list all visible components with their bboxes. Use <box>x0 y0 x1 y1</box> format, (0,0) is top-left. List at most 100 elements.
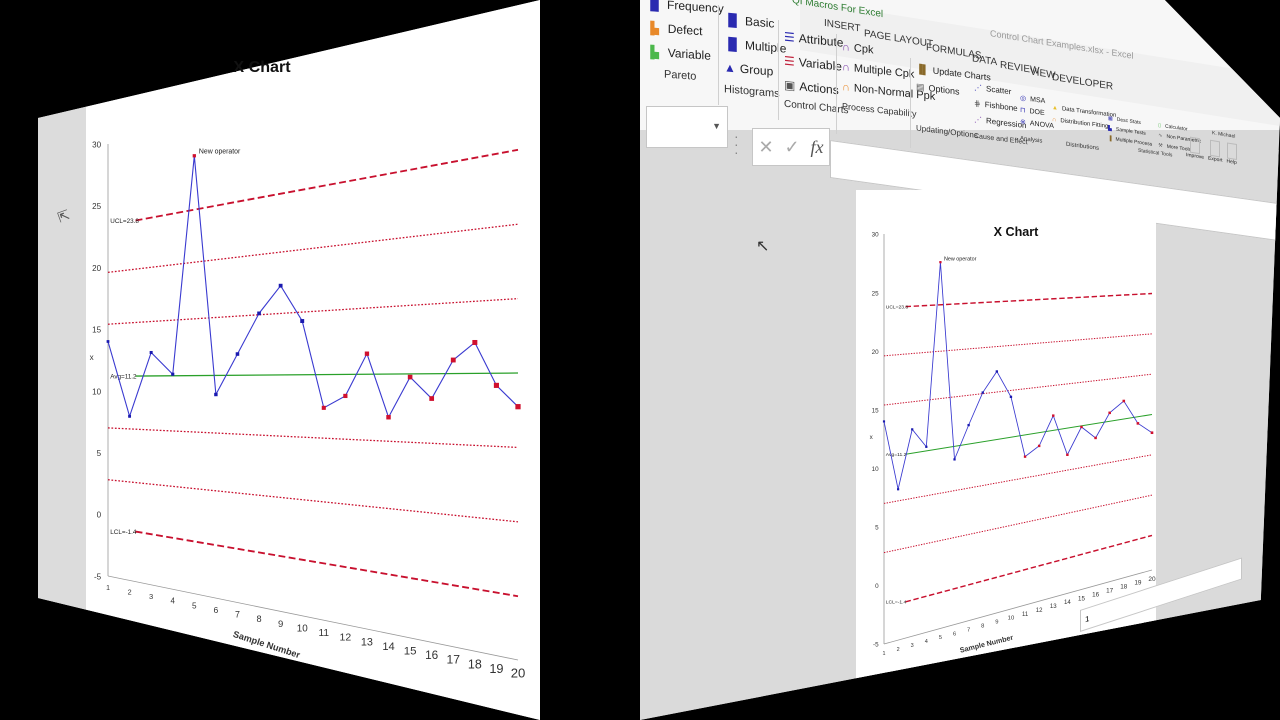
x-chart-right[interactable]: X Chart-5051015202530x123456789101112131… <box>856 200 1176 670</box>
data-point[interactable] <box>1037 444 1041 448</box>
non-parametric-icon: ∿ <box>1158 132 1163 140</box>
data-point[interactable] <box>386 415 391 420</box>
help-button[interactable]: Help <box>1227 142 1237 166</box>
control-line-label: UCL=23.8 <box>886 304 909 310</box>
data-point[interactable] <box>882 420 886 423</box>
defect-pareto-icon: ▐▖ <box>646 20 664 36</box>
data-point[interactable] <box>128 414 132 418</box>
data-point[interactable] <box>257 311 261 316</box>
control-line-label: Avg=11.2 <box>886 452 907 458</box>
basic-histogram-icon: ▐▌ <box>724 12 742 28</box>
x-tick-label: 4 <box>925 639 928 645</box>
y-tick-label: -5 <box>873 642 879 649</box>
group-divider <box>836 34 837 134</box>
more-tools-icon: ⚒ <box>1158 142 1163 150</box>
data-point[interactable] <box>911 428 914 431</box>
enter-icon[interactable]: ✓ <box>784 136 800 157</box>
insert-function-icon[interactable]: fx <box>810 136 824 157</box>
name-box[interactable]: ▼ <box>646 106 728 148</box>
user-name[interactable]: K. Michael <box>1212 130 1236 140</box>
x-tick-label: 16 <box>1092 591 1099 598</box>
fishbone-icon: ⋕ <box>974 98 981 109</box>
data-point[interactable] <box>278 283 283 288</box>
data-point[interactable] <box>1136 422 1140 425</box>
x-tick-label: 10 <box>297 623 308 634</box>
data-point[interactable] <box>1023 455 1027 458</box>
data-point[interactable] <box>192 154 196 158</box>
control-line-minus2sigma <box>883 494 1153 554</box>
y-tick-label: 25 <box>92 202 101 211</box>
data-point[interactable] <box>321 405 326 410</box>
export-icon <box>1210 139 1221 158</box>
control-line-label: LCL=-1.4 <box>886 600 907 606</box>
x-tick-label: 4 <box>171 597 176 606</box>
export-button[interactable]: Export <box>1208 139 1223 164</box>
control-line-plus2sigma <box>107 223 519 274</box>
data-point[interactable] <box>429 396 435 401</box>
data-point[interactable] <box>1150 431 1154 435</box>
data-point[interactable] <box>953 458 956 461</box>
data-point[interactable] <box>300 319 305 323</box>
data-point[interactable] <box>939 261 942 264</box>
data-point[interactable] <box>106 340 110 343</box>
x-tick-label: 8 <box>256 614 261 624</box>
regression-icon: ⋰ <box>974 114 982 125</box>
data-point[interactable] <box>1052 414 1055 417</box>
tab-developer[interactable]: DEVELOPER <box>1052 71 1114 93</box>
data-point[interactable] <box>515 404 521 410</box>
x-tick-label: 14 <box>382 641 394 653</box>
variable-pareto-button[interactable]: ▐▖ Variable <box>646 44 711 63</box>
control-line-avg <box>135 372 519 377</box>
doe-icon: ⊓ <box>1020 106 1026 115</box>
sample-tests-icon: ▙ <box>1108 125 1112 132</box>
cpk-icon: ∩ <box>842 41 850 54</box>
data-point[interactable] <box>364 351 370 356</box>
y-axis-label: x <box>90 353 94 362</box>
y-tick-label: 5 <box>875 525 879 532</box>
data-point[interactable] <box>995 370 999 373</box>
y-tick-label: 20 <box>872 349 880 356</box>
x-tick-label: 11 <box>1022 612 1029 618</box>
left-excel-page <box>38 0 540 720</box>
improve-button[interactable]: Improve <box>1186 136 1204 161</box>
data-point[interactable] <box>149 350 153 355</box>
help-icon <box>1226 142 1237 160</box>
control-line-minus1sigma <box>883 454 1153 504</box>
calculator-icon: ▯ <box>1158 122 1161 129</box>
group-analysis: ◎ MSA ⊓ DOE ※ ANOVA Analysis <box>1020 92 1054 146</box>
cancel-icon[interactable]: ✕ <box>758 136 774 157</box>
scatter-icon: ⋰ <box>974 82 982 93</box>
data-point[interactable] <box>1009 395 1013 399</box>
y-tick-label: 30 <box>92 140 101 149</box>
x-tick-label: 2 <box>897 647 900 653</box>
data-point[interactable] <box>493 382 499 388</box>
data-point[interactable] <box>1122 399 1126 403</box>
actions-icon: ▣ <box>784 77 796 93</box>
data-point[interactable] <box>1080 425 1083 429</box>
control-line-label: LCL=-1.4 <box>110 529 137 536</box>
data-point[interactable] <box>407 374 413 380</box>
data-point[interactable] <box>235 352 240 356</box>
data-point[interactable] <box>1094 436 1097 440</box>
data-point[interactable] <box>214 392 218 397</box>
name-box-dropdown-icon[interactable]: ▼ <box>712 121 721 131</box>
data-point[interactable] <box>981 391 984 394</box>
data-point[interactable] <box>450 357 456 363</box>
data-point[interactable] <box>171 372 175 376</box>
data-point[interactable] <box>897 488 900 491</box>
formula-bar-grip-icon[interactable]: · · · <box>734 128 739 160</box>
group-divider <box>910 58 911 148</box>
anova-icon: ※ <box>1020 118 1026 127</box>
data-point[interactable] <box>472 339 478 345</box>
data-point[interactable] <box>1108 411 1111 415</box>
data-point[interactable] <box>925 445 928 448</box>
data-point[interactable] <box>1066 453 1069 456</box>
right-face-excel-window: QI Macros For Excel INSERT PAGE LAYOUT F… <box>640 0 1280 720</box>
y-tick-label: 10 <box>92 387 101 396</box>
y-tick-label: 0 <box>875 583 879 590</box>
data-point[interactable] <box>343 393 348 399</box>
y-tick-label: -5 <box>94 572 102 581</box>
data-point[interactable] <box>967 423 970 427</box>
group-distributions: ▲ Data Transformation ∩ Distribution Fitti… <box>1052 102 1116 154</box>
